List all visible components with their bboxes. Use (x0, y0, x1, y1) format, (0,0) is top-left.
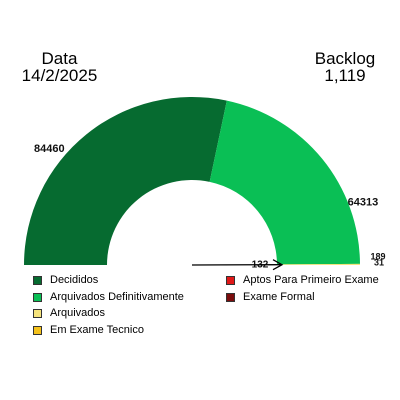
slice-arquivados-definitivamente[interactable] (209, 100, 360, 265)
data-label-decididos: 84460 (34, 143, 65, 155)
donut-slices (24, 97, 360, 266)
data-label-arquivados-definitivamente: 64313 (348, 197, 379, 209)
date-value: 14/2/2025 (21, 66, 98, 85)
legend-swatch (226, 293, 235, 302)
legend-swatch (226, 276, 235, 285)
legend-swatch (33, 276, 42, 285)
legend-item-arquivados-definitivamente[interactable]: Arquivados Definitivamente (33, 291, 184, 304)
annotation-arrow-head (272, 259, 284, 271)
backlog-value: 1,119 (324, 66, 366, 85)
legend-item-aptos-para-primeiro-exame[interactable]: Aptos Para Primeiro Exame (226, 274, 379, 287)
legend-label: Arquivados Definitivamente (50, 291, 184, 303)
legend-swatch (33, 293, 42, 302)
date-header: Data 14/2/2025 (12, 50, 107, 84)
slice-arquivados[interactable] (276, 263, 360, 265)
legend-label: Em Exame Tecnico (50, 324, 144, 336)
legend-label: Exame Formal (243, 291, 315, 303)
legend-swatch (33, 309, 42, 318)
backlog-header: Backlog 1,119 (300, 50, 390, 84)
legend-item-decididos[interactable]: Decididos (33, 274, 98, 287)
date-title: Data (41, 49, 78, 68)
legend-item-em-exame-tecnico[interactable]: Em Exame Tecnico (33, 324, 144, 337)
legend-label: Aptos Para Primeiro Exame (243, 274, 379, 286)
legend-label: Decididos (50, 274, 99, 286)
annotation (191, 259, 284, 271)
slice-decididos[interactable] (24, 97, 227, 266)
legend-label: Arquivados (50, 307, 106, 319)
backlog-title: Backlog (314, 49, 376, 68)
data-label-small: 31 (374, 258, 384, 268)
legend-item-exame-formal[interactable]: Exame Formal (226, 291, 315, 304)
data-label-em-exame-tecnico: 189 (370, 252, 385, 262)
legend-item-arquivados[interactable]: Arquivados (33, 307, 105, 320)
legend-swatch (33, 326, 42, 335)
